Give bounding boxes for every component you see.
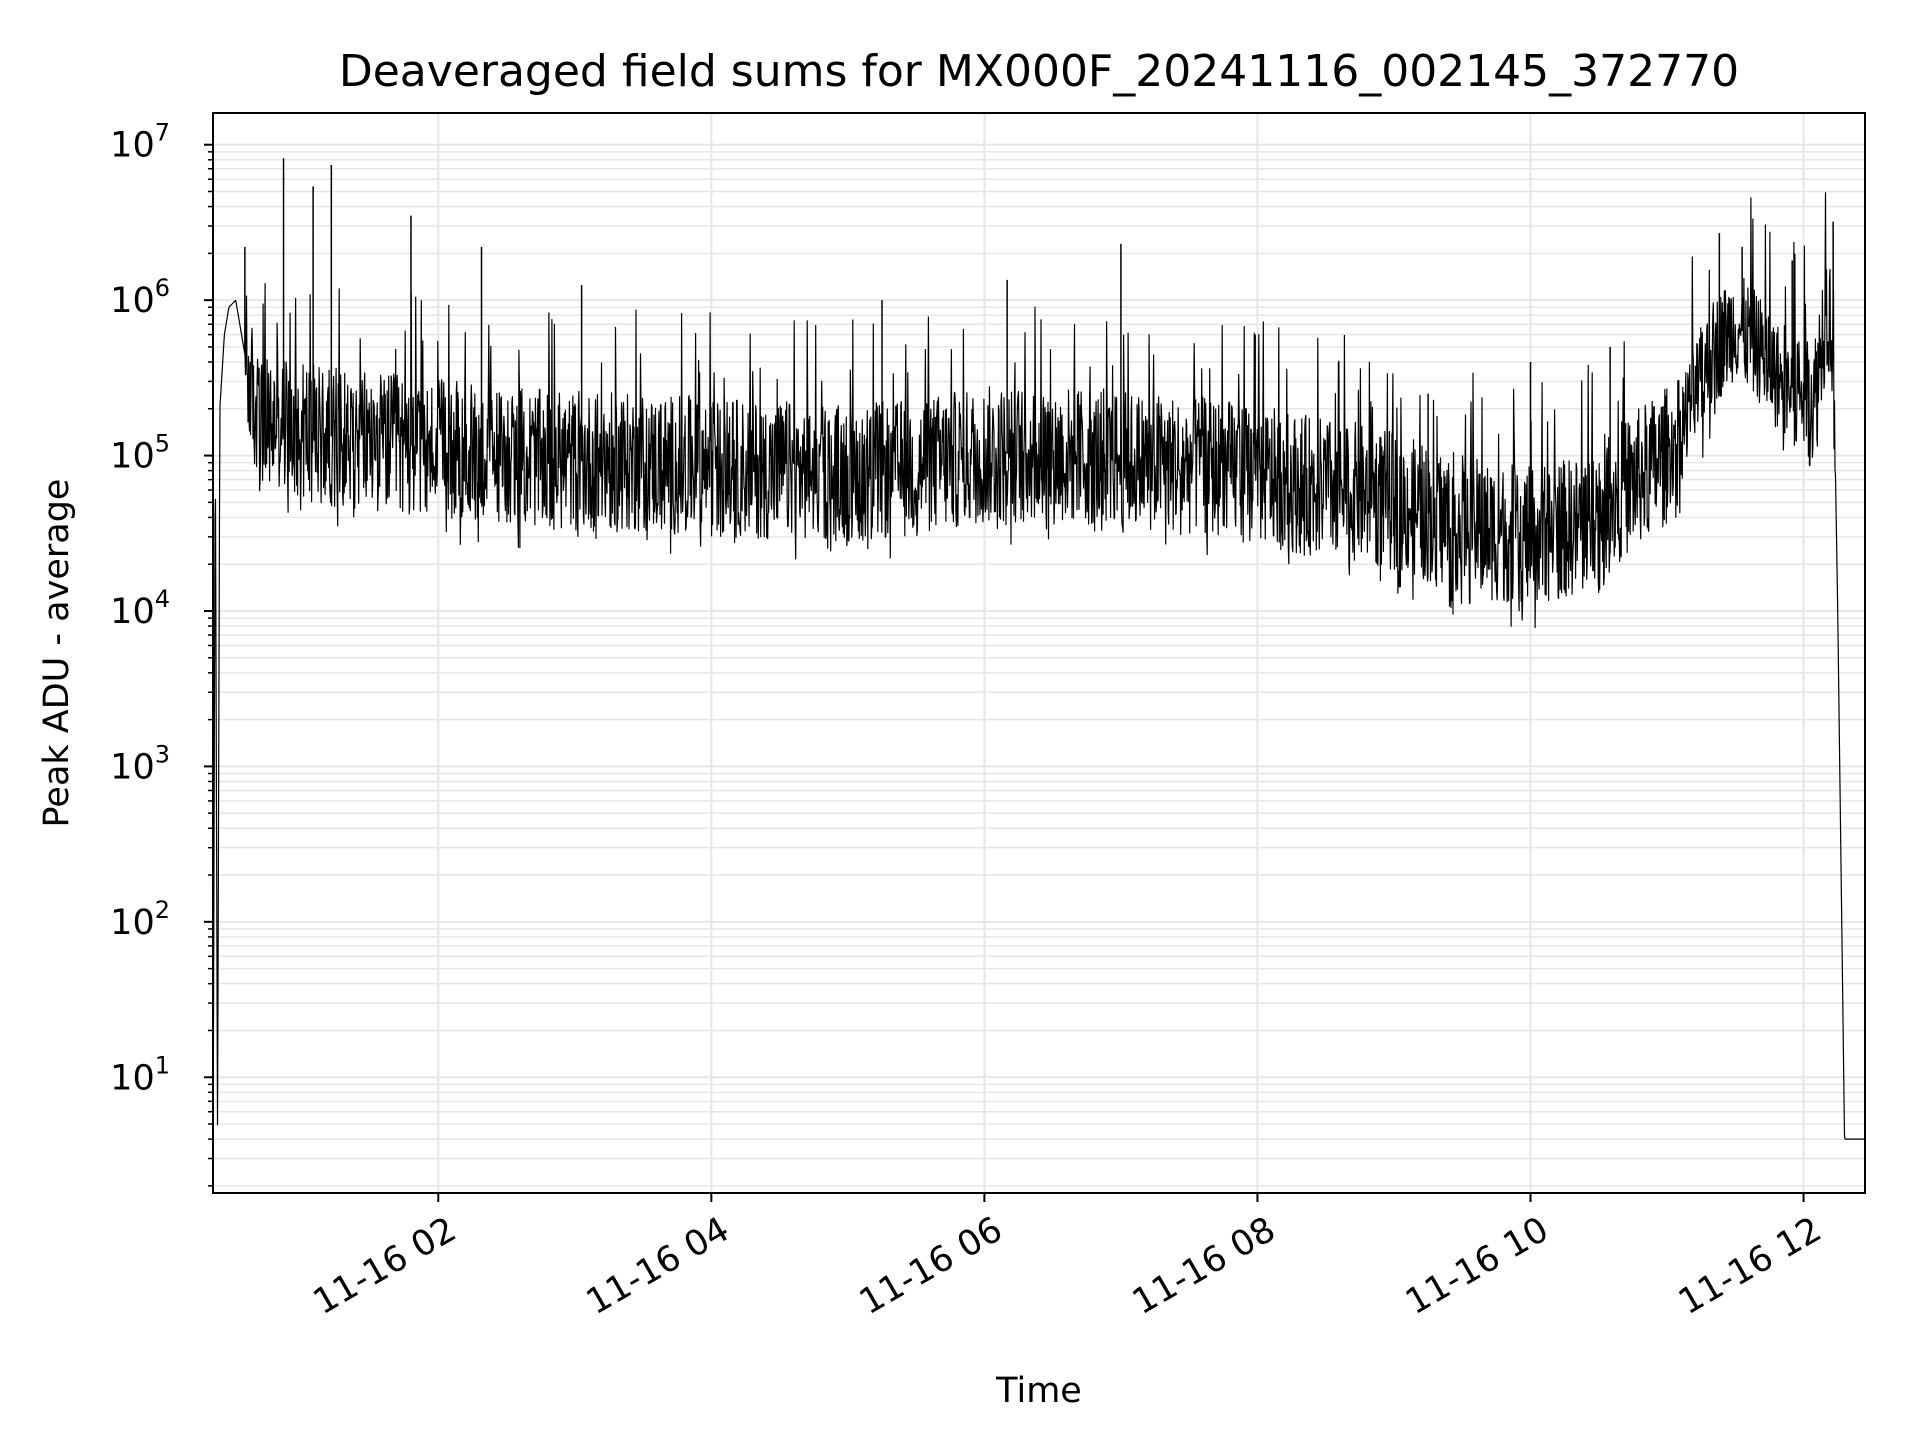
y-tick-base: 10	[110, 903, 155, 943]
y-tick-label: 107	[110, 119, 170, 166]
y-axis-label: Peak ADU - average	[37, 479, 77, 828]
chart-title: Deaveraged field sums for MX000F_2024111…	[339, 46, 1739, 97]
series-layer	[212, 158, 1865, 1186]
y-tick-exponent: 5	[155, 430, 170, 458]
y-tick-exponent: 7	[155, 119, 170, 147]
y-tick-exponent: 4	[155, 585, 170, 613]
y-tick-label: 106	[110, 274, 170, 321]
y-tick-base: 10	[110, 281, 155, 321]
x-axis-label: Time	[995, 1371, 1082, 1411]
y-tick-base: 10	[110, 437, 155, 477]
y-tick-label: 102	[110, 896, 170, 943]
y-tick-base: 10	[110, 1058, 155, 1098]
y-tick-base: 10	[110, 592, 155, 632]
y-tick-base: 10	[110, 747, 155, 787]
y-tick-exponent: 3	[155, 740, 170, 768]
plot-frame	[212, 112, 1866, 1194]
y-tick-exponent: 2	[155, 896, 170, 924]
y-tick-exponent: 1	[155, 1051, 170, 1079]
y-tick-exponent: 6	[155, 274, 170, 302]
y-tick-label: 105	[110, 430, 170, 477]
y-tick-label: 101	[110, 1051, 170, 1098]
y-tick-label: 103	[110, 740, 170, 787]
y-tick-base: 10	[110, 126, 155, 166]
series-line	[212, 192, 1865, 1186]
y-tick-label: 104	[110, 585, 170, 632]
